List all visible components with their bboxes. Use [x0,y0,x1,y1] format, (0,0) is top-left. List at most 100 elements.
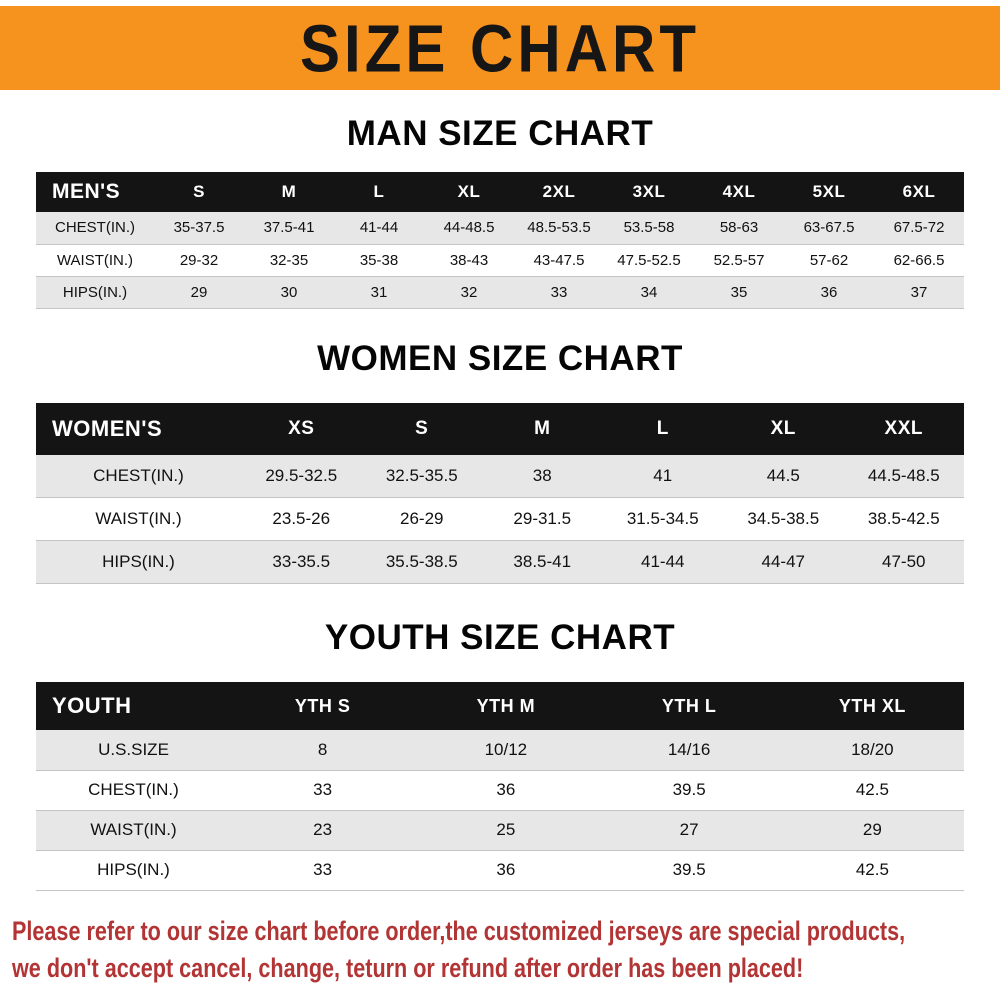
value-cell: 29-32 [154,244,244,277]
size-column-header: 5XL [784,172,874,212]
notice-line-1: Please refer to our size chart before or… [12,915,906,946]
value-cell: 29.5-32.5 [241,454,362,498]
value-cell: 33 [231,770,415,811]
women-section-heading: WOMEN SIZE CHART [317,338,683,378]
men-section-heading: MAN SIZE CHART [346,114,654,153]
size-column-header: M [482,402,603,455]
value-cell: 62-66.5 [874,244,964,277]
value-cell: 31.5-34.5 [602,497,723,541]
value-cell: 36 [414,770,598,811]
table-row: HIPS(IN.) 33 36 39.5 42.5 [36,850,964,891]
value-cell: 38.5-41 [482,540,603,584]
value-cell: 58-63 [694,212,784,245]
value-cell: 32.5-35.5 [361,454,482,498]
value-cell: 18/20 [780,730,964,771]
row-label-cell: U.S.SIZE [36,730,231,771]
value-cell: 42.5 [780,770,964,811]
notice-line-2: we don't accept cancel, change, teturn o… [12,953,804,984]
row-label-cell: WAIST(IN.) [36,244,154,277]
men-size-section: MAN SIZE CHART MEN'S S M L XL 2XL 3XL 4XL 5XL 6XL… [0,114,1000,309]
value-cell: 47-50 [843,540,964,584]
value-cell: 23.5-26 [241,497,362,541]
value-cell: 53.5-58 [604,212,694,245]
value-cell: 14/16 [597,730,781,771]
value-cell: 38 [482,454,603,498]
size-column-header: YTH M [414,682,598,730]
size-column-header: L [602,402,723,455]
size-column-header: M [244,172,334,212]
value-cell: 33 [514,276,604,309]
youth-size-table: YOUTH YTH S YTH M YTH L YTH XL U.S.SIZE 8 10/12… [36,682,964,891]
value-cell: 29-31.5 [482,497,603,541]
row-label-cell: HIPS(IN.) [36,540,241,584]
value-cell: 23 [231,810,415,851]
table-row: CHEST(IN.) 29.5-32.5 32.5-35.5 38 41 44.5 44.5… [36,454,964,498]
value-cell: 38.5-42.5 [843,497,964,541]
table-title-cell: MEN'S [36,172,154,212]
value-cell: 35-37.5 [154,212,244,245]
value-cell: 52.5-57 [694,244,784,277]
size-column-header: S [154,172,244,212]
table-row: WAIST(IN.) 29-32 32-35 35-38 38-43 43-47.5 47.… [36,244,964,277]
value-cell: 33-35.5 [241,540,362,584]
value-cell: 35 [694,276,784,309]
value-cell: 8 [231,730,415,771]
table-row: WAIST(IN.) 23 25 27 29 [36,810,964,851]
size-column-header: 6XL [874,172,964,212]
title-banner: SIZE CHART [0,6,1000,90]
value-cell: 26-29 [361,497,482,541]
women-size-table: WOMEN'S XS S M L XL XXL CHEST(IN.) 29.5-32.5 32.5… [36,402,964,584]
value-cell: 30 [244,276,334,309]
value-cell: 32 [424,276,514,309]
value-cell: 34 [604,276,694,309]
value-cell: 31 [334,276,424,309]
table-row: U.S.SIZE 8 10/12 14/16 18/20 [36,730,964,771]
value-cell: 35-38 [334,244,424,277]
table-row: CHEST(IN.) 35-37.5 37.5-41 41-44 44-48.5 48.5… [36,212,964,245]
table-row: CHEST(IN.) 33 36 39.5 42.5 [36,770,964,811]
value-cell: 33 [231,850,415,891]
value-cell: 44-47 [723,540,844,584]
row-label-cell: WAIST(IN.) [36,497,241,541]
size-column-header: 3XL [604,172,694,212]
value-cell: 36 [784,276,874,309]
value-cell: 48.5-53.5 [514,212,604,245]
value-cell: 39.5 [597,770,781,811]
size-column-header: XS [241,402,362,455]
row-label-cell: WAIST(IN.) [36,810,231,851]
value-cell: 34.5-38.5 [723,497,844,541]
table-row: WAIST(IN.) 23.5-26 26-29 29-31.5 31.5-34.5 34… [36,497,964,541]
value-cell: 44.5-48.5 [843,454,964,498]
value-cell: 57-62 [784,244,874,277]
table-title-cell: YOUTH [36,682,231,730]
value-cell: 44.5 [723,454,844,498]
value-cell: 41 [602,454,723,498]
value-cell: 29 [154,276,244,309]
order-notice: Please refer to our size chart before or… [12,913,1000,989]
size-column-header: S [361,402,482,455]
value-cell: 37.5-41 [244,212,334,245]
size-column-header: YTH S [231,682,415,730]
row-label-cell: CHEST(IN.) [36,212,154,245]
row-label-cell: CHEST(IN.) [36,770,231,811]
value-cell: 37 [874,276,964,309]
value-cell: 41-44 [602,540,723,584]
size-column-header: XL [723,402,844,455]
value-cell: 67.5-72 [874,212,964,245]
value-cell: 41-44 [334,212,424,245]
table-header-row: WOMEN'S XS S M L XL XXL [36,402,964,455]
table-row: HIPS(IN.) 29 30 31 32 33 34 35 36 37 [36,276,964,309]
value-cell: 10/12 [414,730,598,771]
size-column-header: L [334,172,424,212]
value-cell: 42.5 [780,850,964,891]
table-title-cell: WOMEN'S [36,402,241,455]
value-cell: 39.5 [597,850,781,891]
youth-section-heading: YOUTH SIZE CHART [324,618,676,657]
value-cell: 25 [414,810,598,851]
value-cell: 38-43 [424,244,514,277]
size-column-header: XL [424,172,514,212]
value-cell: 44-48.5 [424,212,514,245]
value-cell: 32-35 [244,244,334,277]
value-cell: 29 [780,810,964,851]
